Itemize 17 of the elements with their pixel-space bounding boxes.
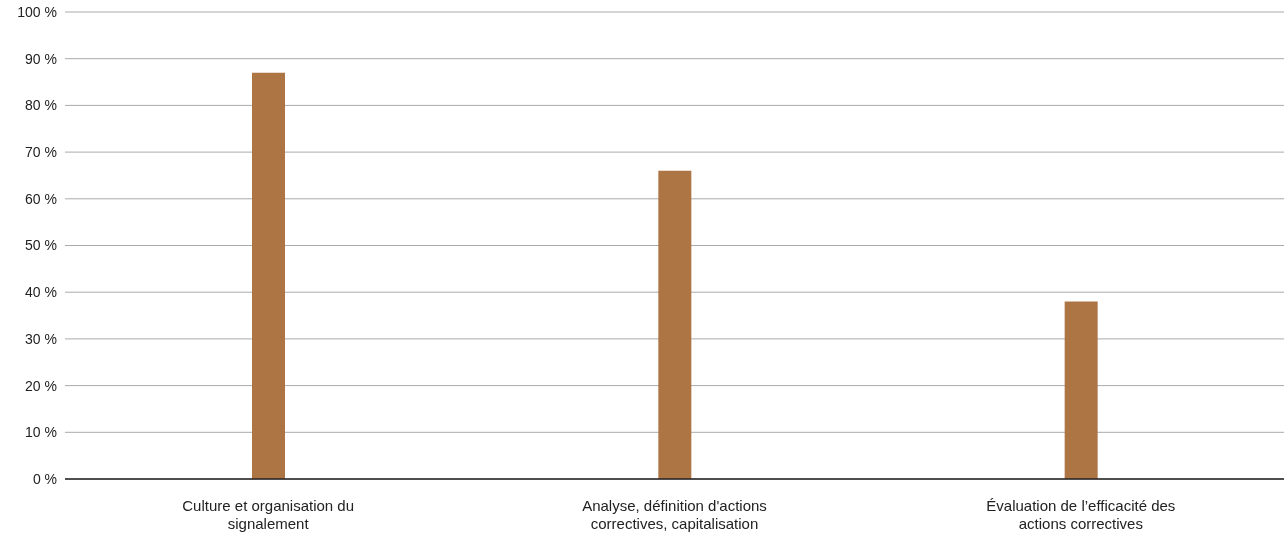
y-tick-label: 40 % [25, 284, 57, 301]
x-tick-label: Évaluation de l’efficacité des actions correctives [986, 497, 1176, 532]
y-tick-label: 50 % [25, 237, 57, 254]
y-tick-label: 100 % [17, 3, 57, 20]
bar [252, 72, 285, 479]
bar [1064, 301, 1098, 479]
y-tick-label: 70 % [25, 144, 57, 161]
x-tick-label: Analyse, définition d'actions correctives, capitalisation [582, 497, 767, 532]
bar [658, 170, 692, 479]
y-tick-label: 0 % [32, 470, 57, 487]
y-tick-label: 80 % [25, 97, 57, 114]
y-tick-label: 30 % [25, 330, 57, 347]
y-tick-label: 90 % [25, 50, 57, 67]
y-tick-label: 10 % [25, 424, 57, 441]
y-tick-label: 60 % [25, 190, 57, 207]
x-tick-label: Culture et organisation du signalement [182, 497, 355, 532]
y-tick-label: 20 % [25, 377, 57, 394]
